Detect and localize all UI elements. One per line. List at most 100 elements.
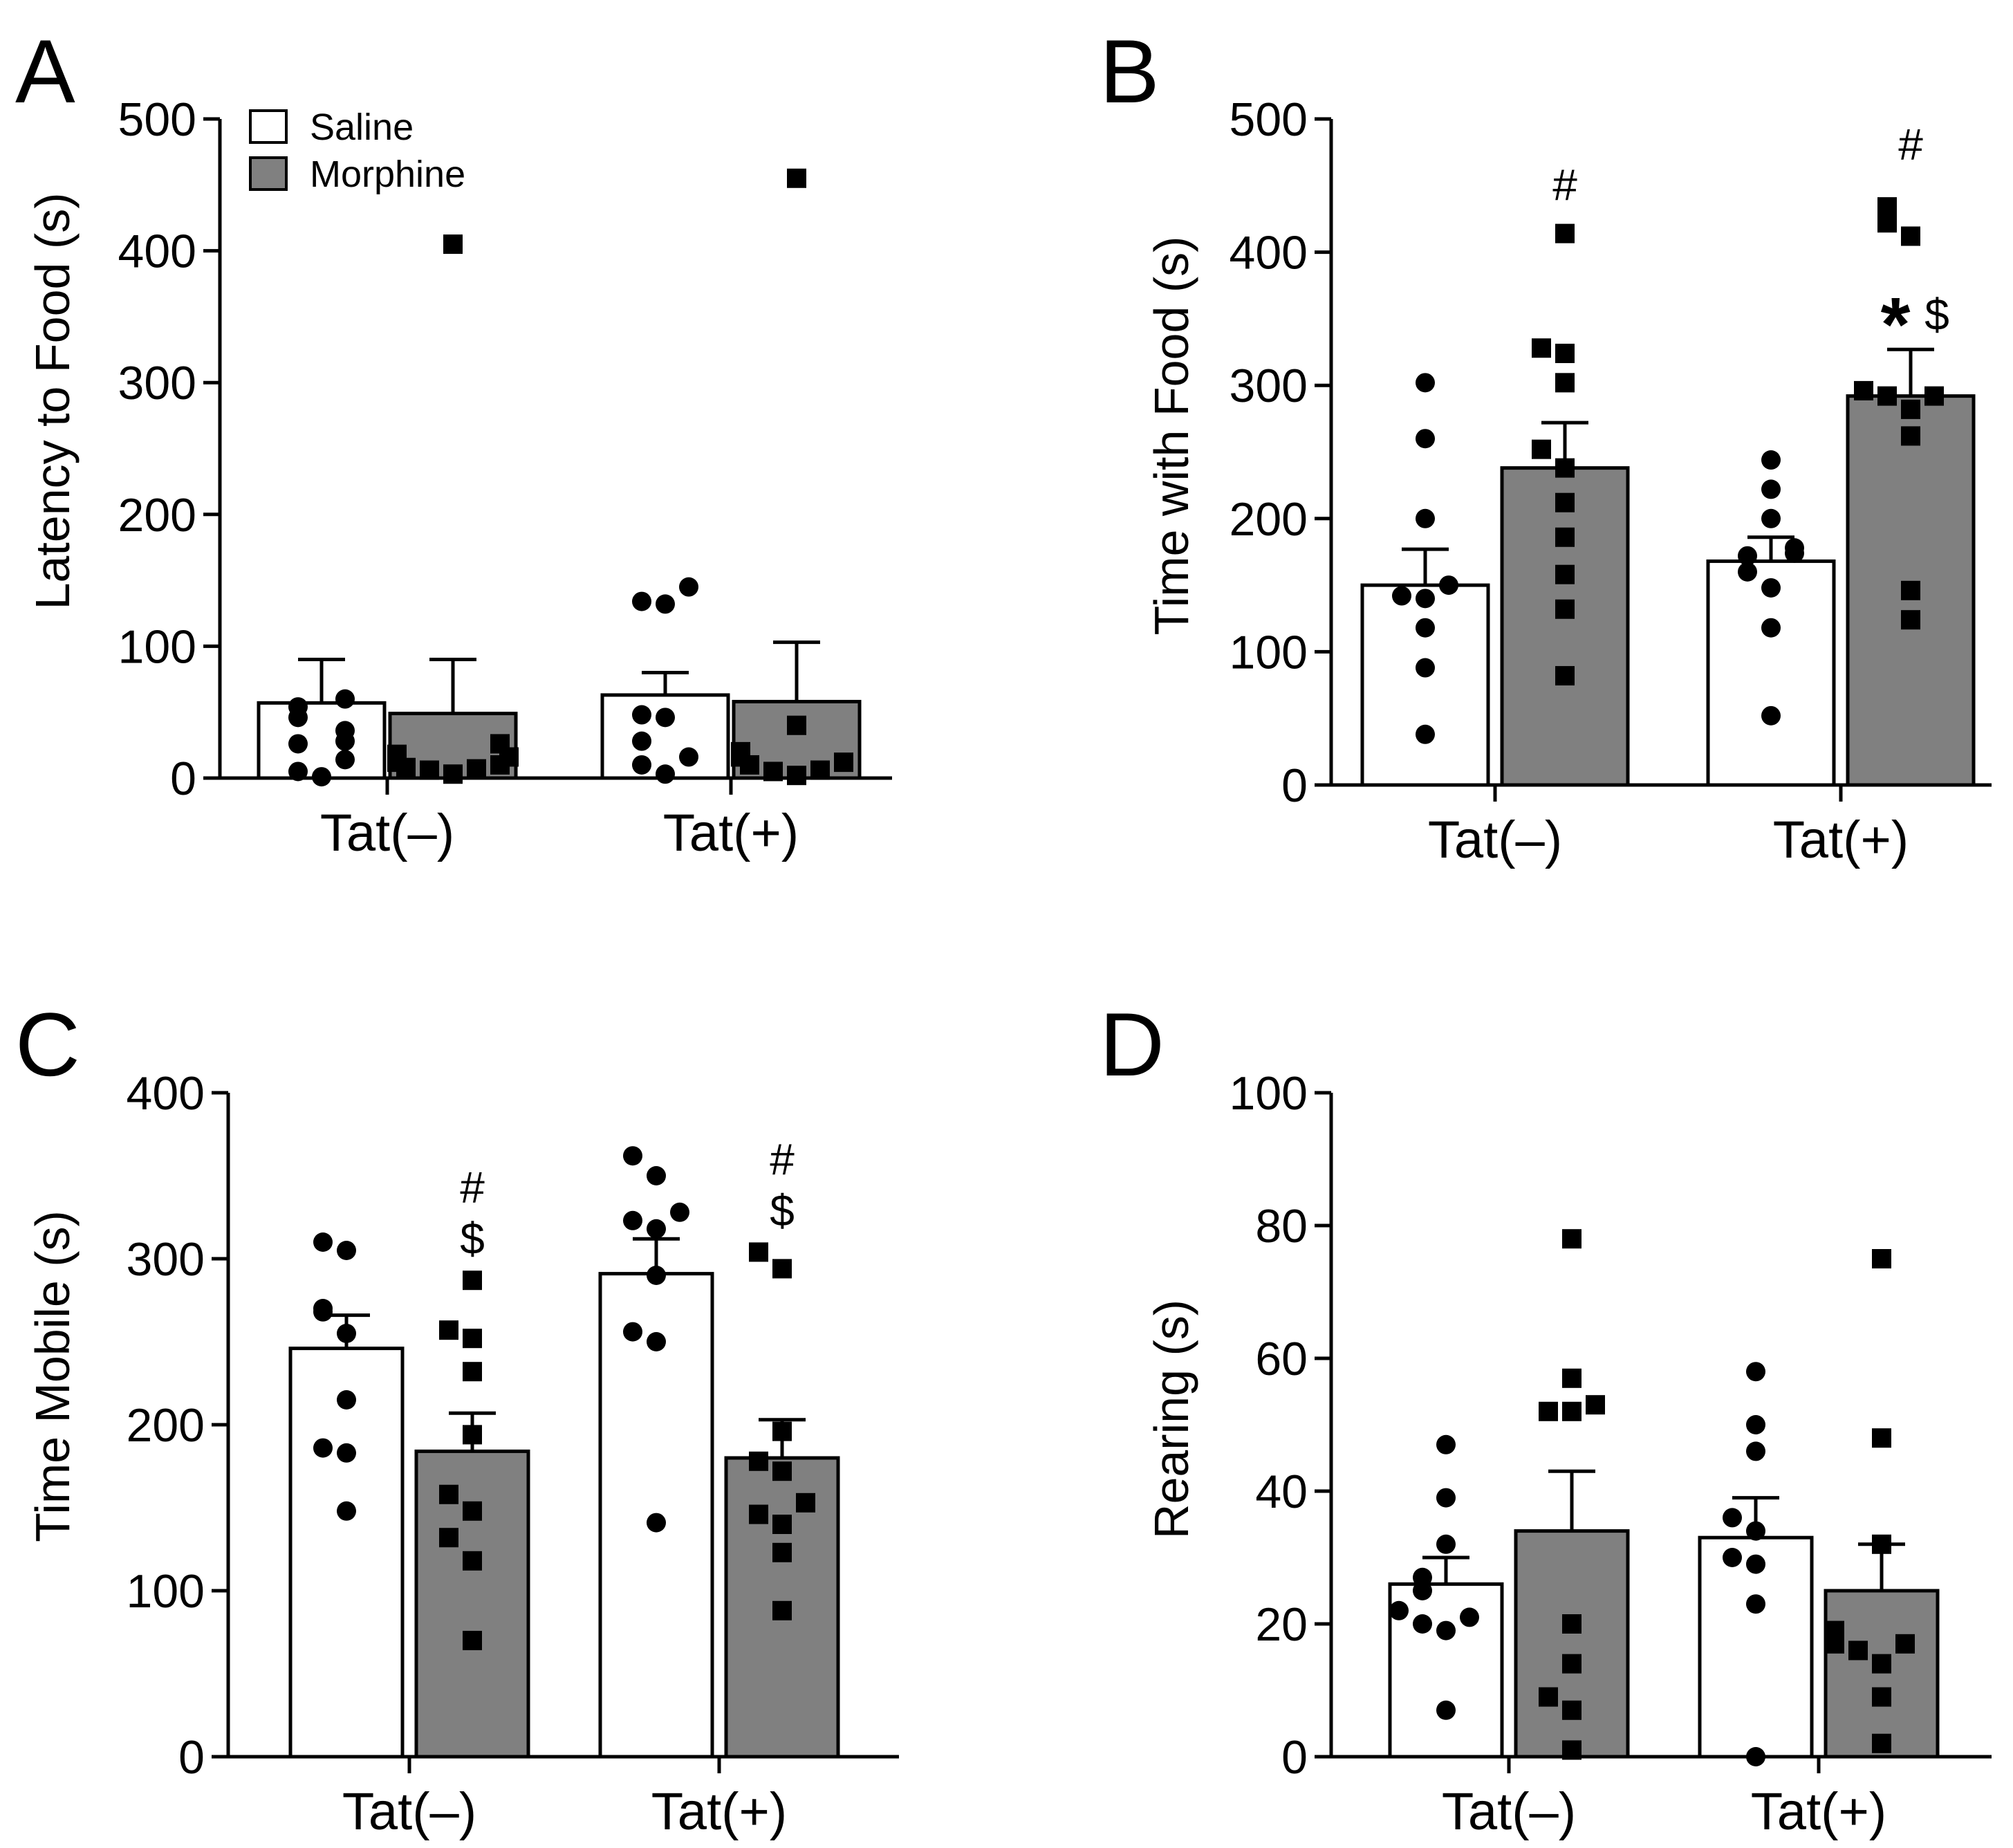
y-tick-label: 40 — [1255, 1466, 1308, 1518]
panel-letter: A — [15, 21, 75, 122]
data-point-circle — [647, 1513, 666, 1533]
data-point-circle — [1746, 1747, 1765, 1766]
y-axis-title: Latency to Food (s) — [26, 192, 80, 609]
data-point-square — [443, 764, 463, 784]
data-point-circle — [1416, 658, 1435, 678]
data-point-square — [1924, 386, 1944, 406]
data-point-square — [787, 715, 806, 735]
plot-area: 0 100 200 300 400 500 Tat(–) Tat(+) — [118, 93, 892, 862]
data-point-square — [1854, 380, 1873, 400]
data-point-circle — [1738, 562, 1757, 582]
panel-c: C Time Mobile (s) 0100200300400#$#$Tat(–… — [15, 994, 899, 1841]
data-point-circle — [1416, 508, 1435, 528]
data-point-square — [772, 1542, 792, 1562]
data-point-square — [463, 1551, 482, 1571]
data-point-circle — [1746, 1594, 1765, 1614]
data-point-circle — [313, 1299, 333, 1318]
data-point-circle — [1723, 1508, 1742, 1528]
data-point-square — [1555, 599, 1575, 619]
panel-d: D Rearing (s) 0 20 40 60 80 100 Tat(–) Tat(+) — [1100, 994, 1992, 1841]
y-tick-label: 100 — [1230, 1067, 1308, 1120]
data-point-square — [1555, 458, 1575, 478]
data-point-circle — [1723, 1548, 1742, 1567]
data-point-square — [1532, 338, 1551, 358]
data-point-square — [439, 1484, 458, 1504]
data-point-square — [1877, 197, 1897, 217]
data-point-square — [1539, 1687, 1558, 1707]
data-point-square — [1555, 223, 1575, 243]
data-point-square — [1562, 1740, 1581, 1760]
data-point-square — [1562, 1368, 1581, 1388]
data-point-circle — [1738, 546, 1757, 566]
bar-morphine — [1500, 466, 1630, 787]
data-point-circle — [1761, 508, 1781, 528]
data-point-circle — [1416, 724, 1435, 744]
panel-b: B Time with Food (s) 0 100 200 300 400 500 # # *… — [1100, 21, 1992, 869]
data-point-circle — [337, 1390, 356, 1410]
data-point-circle — [337, 1501, 356, 1521]
y-tick-label: 500 — [118, 93, 196, 146]
data-point-square — [1895, 1634, 1915, 1654]
y-tick-label: 100 — [118, 620, 196, 673]
y-tick-label: 400 — [118, 225, 196, 278]
data-point-square — [467, 759, 486, 779]
data-point-square — [490, 734, 510, 754]
data-point-circle — [679, 577, 698, 597]
data-point-square — [1555, 492, 1575, 512]
data-point-square — [1901, 580, 1920, 600]
data-point-square — [1532, 439, 1551, 459]
data-point-square — [1555, 564, 1575, 584]
annotation-dollar: $ — [460, 1214, 485, 1264]
data-point-square — [1901, 399, 1920, 419]
data-point-circle — [1460, 1607, 1479, 1627]
data-point-circle — [656, 594, 675, 614]
data-point-square — [731, 741, 750, 761]
data-point-square — [463, 1362, 482, 1382]
data-point-square — [772, 1259, 792, 1279]
y-tick-label: 400 — [1230, 227, 1308, 279]
bar-saline — [257, 701, 387, 780]
annotation-dollar: $ — [770, 1185, 795, 1235]
y-tick-label: 300 — [1230, 360, 1308, 412]
data-point-square — [772, 1461, 792, 1481]
legend-swatch-morphine — [249, 156, 288, 191]
data-point-square — [1555, 373, 1575, 393]
data-point-square — [463, 1501, 482, 1521]
data-point-square — [463, 1329, 482, 1349]
data-point-circle — [288, 734, 308, 754]
panel-letter: C — [15, 994, 80, 1095]
data-point-square — [1872, 1654, 1891, 1674]
legend: Saline Morphine — [249, 107, 465, 195]
data-point-square — [772, 1600, 792, 1620]
data-point-square — [772, 1515, 792, 1534]
data-point-square — [834, 752, 853, 773]
legend-label-saline: Saline — [310, 107, 414, 148]
bar-saline — [1706, 559, 1836, 787]
data-point-square — [787, 168, 806, 188]
category-label: Tat(+) — [1751, 1782, 1886, 1841]
data-point-square — [1901, 426, 1920, 446]
data-point-square — [463, 1270, 482, 1291]
category-label: Tat(+) — [663, 804, 799, 862]
data-point-circle — [1436, 1488, 1456, 1508]
y-tick-label: 400 — [127, 1067, 205, 1120]
data-point-square — [1901, 226, 1920, 246]
category-label: Tat(–) — [342, 1782, 476, 1841]
y-tick-label: 0 — [1281, 1731, 1308, 1784]
category-label: Tat(–) — [1442, 1782, 1576, 1841]
data-point-square — [749, 1451, 768, 1471]
data-point-circle — [1761, 618, 1781, 638]
data-point-circle — [1416, 429, 1435, 449]
category-label: Tat(–) — [320, 804, 454, 862]
data-point-square — [1562, 1654, 1581, 1674]
data-point-square — [1901, 610, 1920, 630]
y-tick-label: 300 — [118, 357, 196, 409]
y-axis-title: Rearing (s) — [1144, 1300, 1198, 1539]
data-point-circle — [1761, 479, 1781, 499]
data-point-square — [1872, 1733, 1891, 1753]
data-point-circle — [679, 747, 698, 767]
bar-saline — [288, 1347, 405, 1759]
data-point-circle — [623, 1146, 642, 1166]
data-point-square — [1586, 1395, 1605, 1415]
data-point-circle — [647, 1219, 666, 1239]
